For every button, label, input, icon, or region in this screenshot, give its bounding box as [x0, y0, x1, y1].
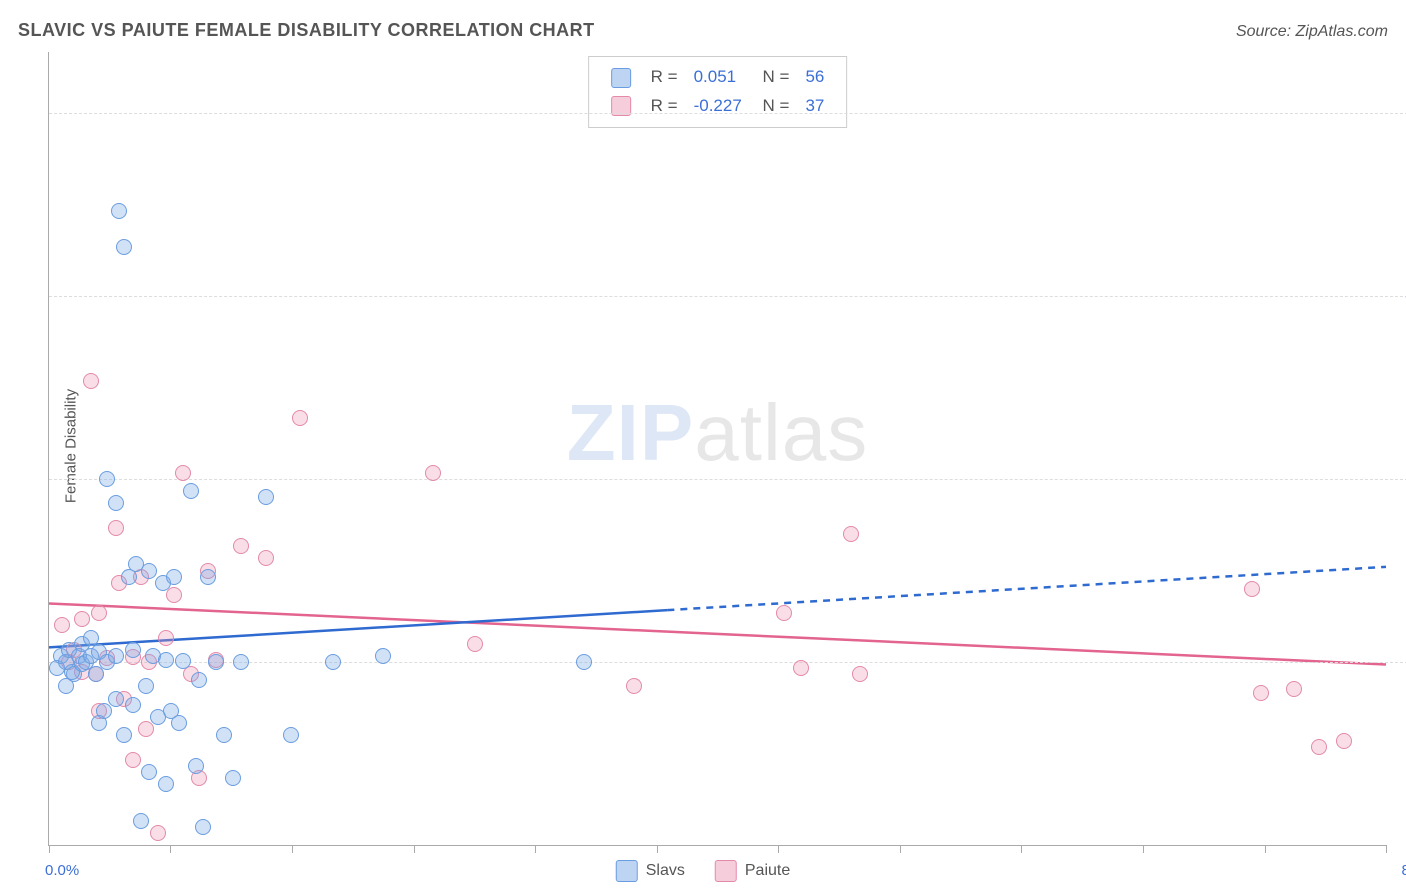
scatter-plot: ZIPatlas R = 0.051 N = 56 R = -0.227 [48, 52, 1386, 846]
scatter-point-b [843, 526, 859, 542]
scatter-point-b [1253, 685, 1269, 701]
scatter-point-a [108, 648, 124, 664]
stats-row-b: R = -0.227 N = 37 [603, 92, 833, 121]
scatter-point-a [225, 770, 241, 786]
x-tick [535, 845, 536, 853]
x-tick [170, 845, 171, 853]
x-axis-end-label: 80.0% [1401, 862, 1406, 879]
stats-n-b: 37 [797, 92, 832, 121]
scatter-point-a [175, 653, 191, 669]
chart-title: SLAVIC VS PAIUTE FEMALE DISABILITY CORRE… [18, 20, 595, 41]
scatter-point-a [576, 654, 592, 670]
legend-swatch-b [715, 860, 737, 882]
scatter-point-b [852, 666, 868, 682]
legend: Slavs Paiute [616, 860, 791, 882]
scatter-point-b [150, 825, 166, 841]
scatter-point-a [158, 776, 174, 792]
scatter-point-b [1286, 681, 1302, 697]
stats-r-b: -0.227 [686, 92, 750, 121]
scatter-point-a [125, 642, 141, 658]
scatter-point-b [175, 465, 191, 481]
x-tick [657, 845, 658, 853]
scatter-point-b [125, 752, 141, 768]
scatter-point-a [133, 813, 149, 829]
x-tick [414, 845, 415, 853]
scatter-point-a [96, 703, 112, 719]
source-label: Source: ZipAtlas.com [1236, 23, 1388, 41]
scatter-point-b [292, 410, 308, 426]
scatter-point-a [88, 666, 104, 682]
gridline: 45.0% [49, 296, 1406, 297]
scatter-point-a [208, 654, 224, 670]
gridline: 15.0% [49, 662, 1406, 663]
stats-row-a: R = 0.051 N = 56 [603, 63, 833, 92]
legend-swatch-a [616, 860, 638, 882]
scatter-point-b [467, 636, 483, 652]
scatter-point-b [1244, 581, 1260, 597]
scatter-point-a [195, 819, 211, 835]
x-tick [778, 845, 779, 853]
scatter-point-a [141, 563, 157, 579]
scatter-point-b [108, 520, 124, 536]
scatter-point-a [111, 203, 127, 219]
scatter-point-a [325, 654, 341, 670]
scatter-point-b [158, 630, 174, 646]
gridline: 60.0% [49, 113, 1406, 114]
scatter-point-a [166, 569, 182, 585]
x-tick [1021, 845, 1022, 853]
scatter-point-a [83, 630, 99, 646]
stats-swatch-a [611, 68, 631, 88]
x-tick [1143, 845, 1144, 853]
scatter-point-a [125, 697, 141, 713]
scatter-point-a [108, 691, 124, 707]
x-tick [900, 845, 901, 853]
stats-n-a: 56 [797, 63, 832, 92]
x-tick [292, 845, 293, 853]
legend-item-b: Paiute [715, 860, 790, 882]
scatter-point-a [200, 569, 216, 585]
x-tick [1386, 845, 1387, 853]
legend-label-a: Slavs [646, 862, 685, 879]
scatter-point-a [58, 678, 74, 694]
regression-lines [49, 52, 1386, 845]
gridline: 30.0% [49, 479, 1406, 480]
stats-box: R = 0.051 N = 56 R = -0.227 N = 37 [588, 56, 848, 128]
legend-label-b: Paiute [745, 862, 790, 879]
scatter-point-a [141, 764, 157, 780]
x-tick [1265, 845, 1266, 853]
stats-r-a: 0.051 [686, 63, 750, 92]
scatter-point-a [158, 652, 174, 668]
scatter-point-b [138, 721, 154, 737]
legend-item-a: Slavs [616, 860, 685, 882]
x-tick [49, 845, 50, 853]
x-axis-start-label: 0.0% [45, 862, 79, 879]
scatter-point-a [188, 758, 204, 774]
